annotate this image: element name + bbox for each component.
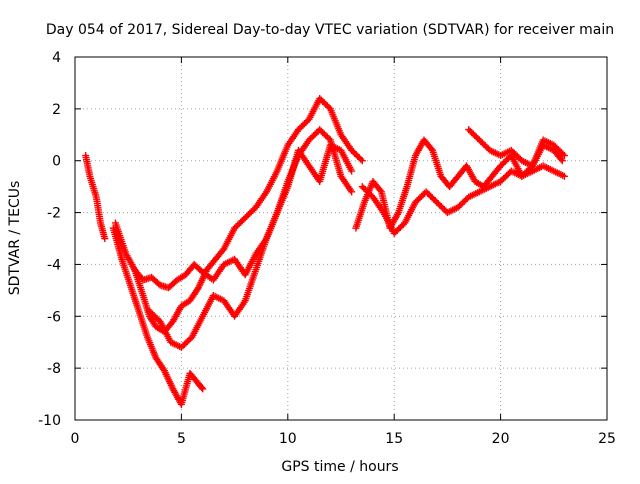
y-tick-label: -6 (47, 309, 61, 325)
series-track-2 (109, 224, 207, 408)
data-point-marker (559, 150, 567, 158)
x-tick-label: 10 (279, 431, 297, 447)
data-point-marker (101, 235, 109, 242)
data-point-marker (198, 384, 206, 392)
series-track-5 (145, 141, 356, 351)
x-tick-label: 0 (71, 431, 80, 447)
tick-labels: 0 5 10 15 20 25 -10 -8 -6 -4 -2 0 2 4 (38, 50, 616, 447)
y-tick-label: -10 (38, 413, 61, 429)
series-track-7 (358, 162, 568, 237)
y-tick-label: 4 (52, 50, 61, 66)
data-point-marker (558, 157, 566, 165)
data-point-marker (199, 385, 207, 393)
y-tick-label: -4 (47, 257, 61, 273)
series-track-1 (82, 152, 109, 242)
series-track-8 (465, 126, 568, 170)
data-point-marker (376, 186, 384, 194)
data-point-marker (348, 188, 356, 196)
data-point-marker (560, 172, 568, 180)
y-axis-label: SDTVAR / TECUs (7, 181, 23, 296)
data-point-marker (557, 155, 565, 163)
y-tick-label: -8 (47, 361, 61, 377)
data-point-marker (357, 155, 365, 163)
x-tick-label: 5 (177, 431, 186, 447)
series-track-3 (111, 94, 366, 336)
x-axis-label: GPS time / hours (281, 459, 398, 475)
chart-title: Day 054 of 2017, Sidereal Day-to-day VTE… (46, 22, 614, 38)
y-tick-label: 2 (52, 102, 61, 118)
x-tick-label: 25 (598, 431, 616, 447)
data-point-marker (358, 157, 366, 165)
data-point-marker (348, 167, 356, 175)
y-tick-label: 0 (52, 154, 61, 170)
x-tick-label: 20 (492, 431, 510, 447)
data-series (82, 94, 568, 408)
plot-frame (74, 56, 608, 421)
data-point-marker (560, 152, 568, 160)
x-tick-label: 15 (385, 431, 403, 447)
y-tick-label: -2 (47, 206, 61, 222)
